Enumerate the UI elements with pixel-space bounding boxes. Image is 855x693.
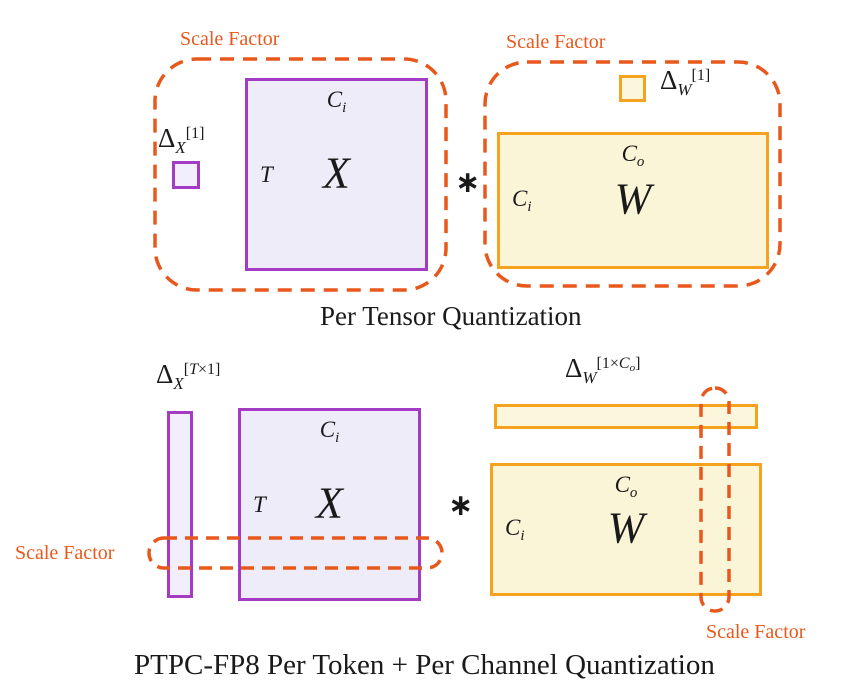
cols-label-base: C — [614, 472, 630, 497]
w-matrix-cols-label: Co — [493, 472, 759, 502]
x-matrix-name: X — [323, 147, 350, 197]
w-matrix-per-channel: Co Ci W — [490, 463, 762, 596]
delta-subscript: X — [175, 138, 186, 157]
w-matrix-cols-label: Co — [500, 141, 766, 171]
delta-symbol: Δ — [660, 65, 678, 95]
cols-label-sub: o — [636, 154, 645, 170]
sup-close: ×1] — [198, 361, 221, 378]
delta-symbol: Δ — [158, 123, 176, 153]
sup-var: C — [618, 355, 630, 372]
w-matrix-rows-label: Ci — [505, 515, 525, 545]
x-matrix-per-token: Ci T X — [238, 408, 421, 601]
delta-subscript: W — [677, 80, 692, 99]
x-matrix-cols-label: Ci — [248, 87, 425, 117]
rows-label-base: C — [505, 514, 521, 540]
sup-open: [ — [183, 361, 190, 378]
delta-x-scale-vector — [167, 411, 193, 598]
sup-var: T — [189, 361, 198, 378]
delta-superscript: [1] — [185, 125, 205, 142]
sup-var-sub: o — [629, 362, 636, 374]
per-tensor-caption: Per Tensor Quantization — [320, 301, 582, 331]
scale-factor-label-top-left: Scale Factor — [180, 28, 280, 50]
delta-w-scale-swatch — [619, 75, 646, 102]
ptpc-caption: PTPC-FP8 Per Token + Per Channel Quantiz… — [134, 649, 715, 681]
delta-superscript: [1] — [691, 67, 711, 84]
w-matrix-name: W — [607, 502, 645, 552]
delta-symbol: Δ — [156, 359, 174, 389]
delta-x-per-tensor-label: ΔX[1] — [158, 123, 205, 158]
x-matrix-cols-label: Ci — [241, 417, 418, 447]
cols-label-sub: o — [629, 485, 638, 501]
x-matrix-per-tensor: Ci T X — [245, 78, 428, 271]
delta-w-scale-vector — [494, 404, 758, 429]
cols-label-sub: i — [335, 430, 340, 446]
delta-w-per-tensor-label: ΔW[1] — [660, 65, 711, 100]
sup-close: ] — [635, 355, 641, 372]
delta-superscript: [1×Co] — [596, 355, 641, 374]
multiply-operator-top: ∗ — [455, 165, 481, 200]
scale-factor-label-bottom-left: Scale Factor — [15, 542, 115, 564]
scale-factor-label-bottom-right: Scale Factor — [706, 621, 806, 643]
delta-w-per-channel-label: ΔW[1×Co] — [565, 353, 641, 388]
rows-label-sub: i — [520, 527, 525, 544]
w-matrix-per-tensor: Co Ci W — [497, 132, 769, 269]
delta-x-scale-swatch — [172, 161, 200, 189]
delta-subscript: W — [582, 368, 597, 387]
multiply-operator-bottom: ∗ — [448, 488, 474, 523]
cols-label-base: C — [326, 87, 343, 112]
cols-label-base: C — [621, 141, 637, 166]
scale-factor-label-top-right: Scale Factor — [506, 31, 606, 53]
delta-superscript: [T×1] — [184, 361, 221, 378]
w-matrix-name: W — [614, 173, 652, 223]
delta-symbol: Δ — [565, 353, 583, 383]
cols-label-sub: i — [342, 100, 347, 116]
delta-x-per-token-label: ΔX[T×1] — [156, 359, 221, 394]
x-matrix-rows-label: T — [253, 491, 266, 517]
delta-subscript: X — [173, 374, 184, 393]
cols-label-base: C — [319, 417, 336, 442]
x-matrix-name: X — [316, 477, 343, 527]
sup-open: [1× — [596, 355, 619, 372]
